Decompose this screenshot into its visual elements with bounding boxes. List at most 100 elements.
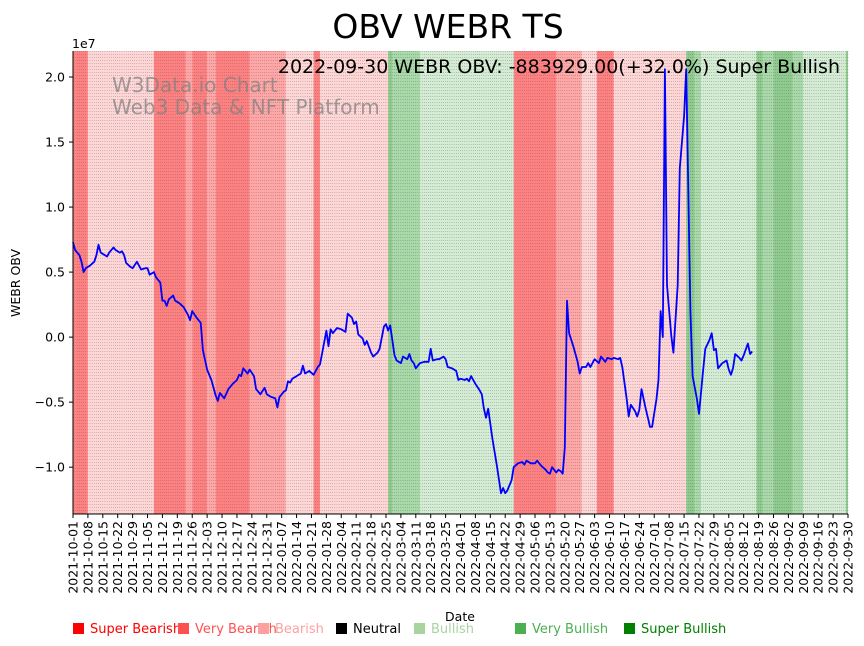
legend-swatch-6 xyxy=(624,623,635,634)
x-tick-label-29: 2022-04-22 xyxy=(498,521,513,594)
x-tick-label-17: 2022-01-28 xyxy=(319,521,334,594)
x-tick-label-26: 2022-04-01 xyxy=(453,521,468,594)
x-tick-label-7: 2021-11-19 xyxy=(170,521,185,594)
x-axis-label: Date xyxy=(445,609,475,624)
signal-region-5 xyxy=(192,51,208,514)
legend-swatch-0 xyxy=(73,623,84,634)
x-tick-label-16: 2022-01-21 xyxy=(304,521,319,594)
x-tick-label-48: 2022-09-02 xyxy=(781,521,796,594)
x-tick-label-11: 2021-12-17 xyxy=(229,521,244,594)
info-text: 2022-09-30 WEBR OBV: -883929.00(+32.0%) … xyxy=(278,56,840,78)
x-tick-label-10: 2021-12-10 xyxy=(215,521,230,594)
x-tick-label-22: 2022-03-04 xyxy=(393,521,408,594)
x-tick-label-12: 2021-12-24 xyxy=(244,521,259,594)
series-layer xyxy=(72,68,753,495)
x-tick-label-28: 2022-04-15 xyxy=(483,521,498,594)
signal-region-25 xyxy=(773,51,793,514)
legend-swatch-1 xyxy=(178,623,189,634)
signal-region-8 xyxy=(249,51,286,514)
x-axis-ticks: 2021-10-01 2021-10-08 2021-10-15 2021-10-22… xyxy=(66,514,856,594)
x-tick-label-32: 2022-05-13 xyxy=(542,521,557,594)
x-tick-label-41: 2022-07-15 xyxy=(677,521,692,594)
legend-swatch-3 xyxy=(336,623,347,634)
x-tick-label-33: 2022-05-20 xyxy=(557,521,572,594)
signal-region-28 xyxy=(845,51,848,514)
legend-label-4: Bullish xyxy=(431,622,474,637)
legend-swatch-2 xyxy=(258,623,269,634)
legend-swatch-5 xyxy=(515,623,526,634)
signal-region-10 xyxy=(313,51,320,514)
x-tick-label-2: 2021-10-15 xyxy=(95,521,110,594)
x-tick-label-25: 2022-03-25 xyxy=(438,521,453,594)
signal-region-0 xyxy=(73,51,76,514)
y-tick-label-2: 1.0 xyxy=(45,200,65,215)
legend-label-6: Super Bullish xyxy=(641,622,726,637)
x-tick-label-30: 2022-04-29 xyxy=(513,521,528,594)
signal-region-2 xyxy=(87,51,154,514)
signal-region-3 xyxy=(153,51,186,514)
watermark-line-2: Web3 Data & NFT Platform xyxy=(112,95,380,119)
y-tick-label-0: 2.0 xyxy=(45,70,65,85)
x-tick-label-13: 2021-12-31 xyxy=(259,521,274,594)
signal-region-21 xyxy=(694,51,702,514)
x-tick-label-35: 2022-06-03 xyxy=(587,521,602,594)
x-tick-label-52: 2022-09-30 xyxy=(841,521,856,594)
legend-swatch-4 xyxy=(414,623,425,634)
watermark-line-1: W3Data.io Chart xyxy=(112,73,278,97)
x-tick-label-21: 2022-02-25 xyxy=(378,521,393,594)
x-tick-label-20: 2022-02-18 xyxy=(364,521,379,594)
x-tick-label-37: 2022-06-17 xyxy=(617,521,632,594)
y-tick-label-6: −1.0 xyxy=(35,460,65,475)
x-tick-label-5: 2021-11-05 xyxy=(140,521,155,594)
x-tick-label-15: 2022-01-14 xyxy=(289,521,304,594)
y-tick-label-4: 0.0 xyxy=(45,330,65,345)
x-tick-label-38: 2022-06-24 xyxy=(632,521,647,594)
y-axis-ticks: 2.0 1.5 1.0 0.5 0.0 −0.5 −1.0 xyxy=(35,70,73,475)
x-tick-label-4: 2021-10-29 xyxy=(125,521,140,594)
legend-label-1: Very Bearish xyxy=(195,622,277,637)
x-tick-label-40: 2022-07-08 xyxy=(662,521,677,594)
x-tick-label-34: 2022-05-27 xyxy=(572,521,587,594)
signal-region-9 xyxy=(285,51,314,514)
y-axis-label: WEBR OBV xyxy=(8,249,23,318)
legend-label-0: Super Bearish xyxy=(90,622,181,637)
signal-region-24 xyxy=(762,51,774,514)
chart-title: OBV WEBR TS xyxy=(332,7,563,46)
x-tick-label-47: 2022-08-26 xyxy=(766,521,781,594)
legend-label-3: Neutral xyxy=(353,622,401,637)
signal-region-4 xyxy=(185,51,193,514)
x-tick-label-50: 2022-09-16 xyxy=(811,521,826,594)
y-multiplier-label: 1e7 xyxy=(72,36,96,51)
x-tick-label-43: 2022-07-29 xyxy=(706,521,721,594)
signal-region-23 xyxy=(756,51,763,514)
obv-series-line-0 xyxy=(72,68,753,495)
x-tick-label-23: 2022-03-11 xyxy=(408,521,423,594)
x-tick-label-8: 2021-11-26 xyxy=(185,521,200,594)
signal-region-13 xyxy=(392,51,421,514)
x-tick-label-1: 2021-10-08 xyxy=(80,521,95,594)
x-tick-label-3: 2021-10-22 xyxy=(110,521,125,594)
x-tick-label-31: 2022-05-06 xyxy=(528,521,543,594)
x-tick-label-39: 2022-07-01 xyxy=(647,521,662,594)
signal-region-17 xyxy=(581,51,597,514)
legend-label-2: Bearish xyxy=(275,622,324,637)
x-tick-label-42: 2022-07-22 xyxy=(691,521,706,594)
signal-region-26 xyxy=(792,51,804,514)
x-tick-label-49: 2022-09-09 xyxy=(796,521,811,594)
x-tick-label-36: 2022-06-10 xyxy=(602,521,617,594)
x-tick-label-9: 2021-12-03 xyxy=(200,521,215,594)
x-tick-label-18: 2022-02-04 xyxy=(334,521,349,594)
x-tick-label-6: 2021-11-12 xyxy=(155,521,170,594)
x-tick-label-0: 2021-10-01 xyxy=(66,521,81,594)
x-tick-label-14: 2022-01-07 xyxy=(274,521,289,594)
legend-label-5: Very Bullish xyxy=(532,622,608,637)
x-tick-label-45: 2022-08-12 xyxy=(736,521,751,594)
x-tick-label-44: 2022-08-05 xyxy=(721,521,736,594)
x-tick-label-19: 2022-02-11 xyxy=(349,521,364,594)
x-tick-label-27: 2022-04-08 xyxy=(468,521,483,594)
y-tick-label-1: 1.5 xyxy=(45,135,65,150)
x-tick-label-51: 2022-09-23 xyxy=(826,521,841,594)
x-tick-label-46: 2022-08-19 xyxy=(751,521,766,594)
